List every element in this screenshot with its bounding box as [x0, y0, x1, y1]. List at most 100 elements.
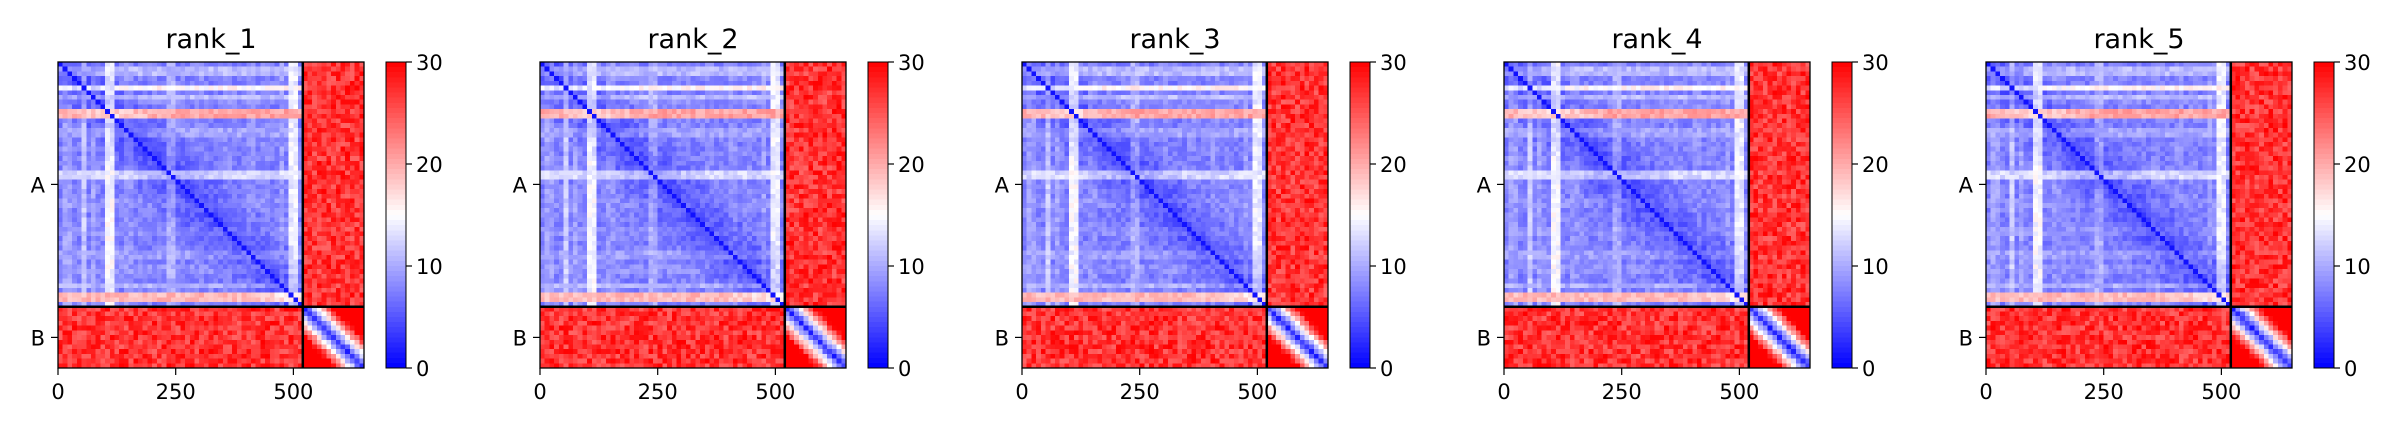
- heatmap-cell: [545, 104, 550, 109]
- heatmap-cell: [260, 264, 265, 269]
- heatmap-cell: [147, 104, 152, 109]
- heatmap-cell: [265, 184, 270, 189]
- heatmap-cell: [195, 189, 200, 194]
- heatmap-cell: [582, 62, 587, 67]
- heatmap-cell: [242, 326, 247, 331]
- heatmap-cell: [199, 279, 204, 284]
- heatmap-cell: [336, 199, 341, 204]
- heatmap-cell: [771, 104, 776, 109]
- heatmap-cell: [86, 359, 91, 364]
- heatmap-cell: [180, 147, 185, 152]
- heatmap-cell: [648, 62, 653, 67]
- heatmap-cell: [573, 86, 578, 91]
- heatmap-cell: [209, 147, 214, 152]
- heatmap-cell: [58, 227, 63, 232]
- heatmap-cell: [100, 95, 105, 100]
- heatmap-cell: [180, 227, 185, 232]
- heatmap-cell: [100, 189, 105, 194]
- heatmap-cell: [152, 62, 157, 67]
- heatmap-cell: [747, 100, 752, 105]
- heatmap-cell: [345, 330, 350, 335]
- heatmap-cell: [818, 71, 823, 76]
- heatmap-cell: [82, 359, 87, 364]
- heatmap-cell: [190, 241, 195, 246]
- heatmap-cell: [185, 133, 190, 138]
- heatmap-cell: [804, 100, 809, 105]
- heatmap-cell: [105, 354, 110, 359]
- heatmap-cell: [545, 86, 550, 91]
- heatmap-cell: [738, 81, 743, 86]
- heatmap-cell: [185, 142, 190, 147]
- heatmap-cell: [246, 260, 251, 265]
- heatmap-cell: [157, 335, 162, 340]
- heatmap-cell: [265, 208, 270, 213]
- heatmap-cell: [818, 67, 823, 72]
- heatmap-cell: [147, 217, 152, 222]
- heatmap-cell: [340, 283, 345, 288]
- heatmap-cell: [143, 142, 148, 147]
- heatmap-cell: [209, 166, 214, 171]
- heatmap-cell: [289, 269, 294, 274]
- heatmap-cell: [204, 71, 209, 76]
- heatmap-cell: [105, 194, 110, 199]
- heatmap-cell: [114, 175, 119, 180]
- heatmap-cell: [246, 354, 251, 359]
- heatmap-cell: [82, 118, 87, 123]
- heatmap-cell: [133, 246, 138, 251]
- heatmap-cell: [199, 194, 204, 199]
- heatmap-cell: [138, 203, 143, 208]
- heatmap-cell: [82, 217, 87, 222]
- heatmap-cell: [340, 330, 345, 335]
- heatmap-cell: [634, 86, 639, 91]
- heatmap-cell: [100, 90, 105, 95]
- heatmap-cell: [133, 128, 138, 133]
- heatmap-cell: [58, 241, 63, 246]
- heatmap-cell: [336, 114, 341, 119]
- heatmap-cell: [67, 222, 72, 227]
- heatmap-cell: [308, 71, 313, 76]
- heatmap-cell: [251, 166, 256, 171]
- heatmap-cell: [312, 349, 317, 354]
- heatmap-cell: [331, 81, 336, 86]
- heatmap-cell: [559, 104, 564, 109]
- heatmap-cell: [260, 246, 265, 251]
- heatmap-cell: [326, 250, 331, 255]
- heatmap-cell: [317, 269, 322, 274]
- heatmap-cell: [270, 236, 275, 241]
- heatmap-cell: [105, 62, 110, 67]
- heatmap-cell: [209, 260, 214, 265]
- heatmap-cell: [162, 297, 167, 302]
- heatmap-cell: [331, 194, 336, 199]
- heatmap-cell: [714, 62, 719, 67]
- heatmap-cell: [185, 95, 190, 100]
- heatmap-cell: [176, 293, 181, 298]
- heatmap-cell: [615, 104, 620, 109]
- heatmap-cell: [289, 76, 294, 81]
- heatmap-cell: [260, 86, 265, 91]
- heatmap-cell: [114, 203, 119, 208]
- heatmap-cell: [185, 250, 190, 255]
- heatmap-cell: [752, 104, 757, 109]
- heatmap-cell: [691, 86, 696, 91]
- heatmap-cell: [227, 359, 232, 364]
- heatmap-cell: [573, 90, 578, 95]
- heatmap-cell: [124, 71, 129, 76]
- heatmap-cell: [218, 199, 223, 204]
- heatmap-cell: [162, 142, 167, 147]
- heatmap-cell: [204, 147, 209, 152]
- heatmap-cell: [138, 316, 143, 321]
- heatmap-cell: [279, 199, 284, 204]
- heatmap-cell: [251, 151, 256, 156]
- heatmap-cell: [82, 100, 87, 105]
- heatmap-cell: [218, 147, 223, 152]
- heatmap-cell: [568, 71, 573, 76]
- heatmap-cell: [185, 147, 190, 152]
- heatmap-cell: [86, 194, 91, 199]
- heatmap-cell: [822, 71, 827, 76]
- heatmap-cell: [58, 104, 63, 109]
- heatmap-cell: [251, 67, 256, 72]
- heatmap-cell: [72, 180, 77, 185]
- heatmap-cell: [766, 76, 771, 81]
- heatmap-cell: [279, 340, 284, 345]
- heatmap-cell: [209, 312, 214, 317]
